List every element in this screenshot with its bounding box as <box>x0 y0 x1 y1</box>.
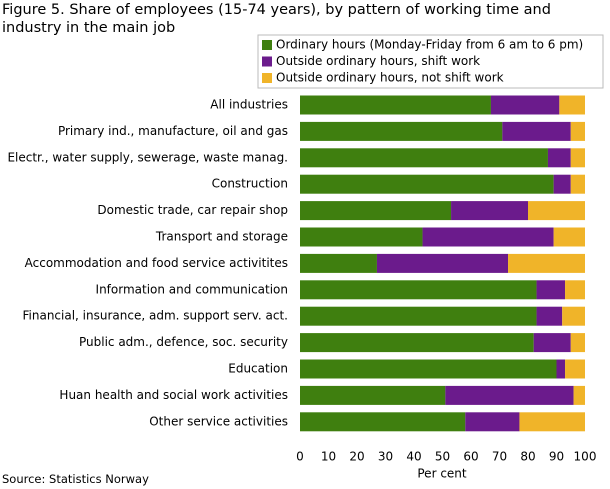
bar-segment <box>570 333 585 353</box>
bar-segment <box>445 385 574 405</box>
bar-segment <box>300 306 537 326</box>
x-axis-label: Per cent <box>417 467 467 481</box>
y-tick-label: Domestic trade, car repair shop <box>97 203 288 217</box>
y-tick-label: All industries <box>210 98 288 112</box>
bar-segment <box>300 359 557 379</box>
bar-segment <box>528 201 585 221</box>
x-tick-label: 90 <box>549 450 564 464</box>
legend-swatch <box>262 56 272 67</box>
bar-segment <box>565 359 585 379</box>
y-tick-label: Accommodation and food service activitit… <box>25 256 288 270</box>
bar-segment <box>547 148 571 168</box>
x-tick-label: 100 <box>574 450 597 464</box>
bar-segment <box>300 227 423 247</box>
x-tick-label: 20 <box>349 450 364 464</box>
bar-segment <box>300 253 377 273</box>
legend-swatch <box>262 40 272 50</box>
bar-segment <box>553 227 585 247</box>
y-tick-label: Information and communication <box>96 282 288 296</box>
x-tick-label: 30 <box>378 450 393 464</box>
x-tick-label: 70 <box>492 450 507 464</box>
y-tick-label: Construction <box>212 177 288 191</box>
y-tick-label: Financial, insurance, adm. support serv.… <box>23 309 289 323</box>
y-tick-label: Huan health and social work activities <box>59 388 288 402</box>
bar-segment <box>300 174 554 194</box>
x-tick-label: 50 <box>435 450 450 464</box>
bar-segment <box>300 95 491 115</box>
x-tick-label: 80 <box>520 450 535 464</box>
bar-segment <box>533 333 571 353</box>
y-tick-label: Public adm., defence, soc. security <box>79 335 288 349</box>
y-tick-label: Other service activities <box>149 414 288 428</box>
bar-segment <box>376 253 509 273</box>
legend-label: Ordinary hours (Monday-Friday from 6 am … <box>276 38 583 52</box>
bar-segment <box>570 174 585 194</box>
bar-segment <box>570 121 585 141</box>
bar-segment <box>556 359 566 379</box>
bar-segment <box>559 95 585 115</box>
bar-segment <box>300 333 534 353</box>
source: Source: Statistics Norway <box>2 472 149 486</box>
y-tick-label: Education <box>228 362 288 376</box>
bar-segment <box>573 385 585 405</box>
y-tick-label: Primary ind., manufacture, oil and gas <box>58 124 288 138</box>
x-tick-label: 60 <box>463 450 478 464</box>
legend-swatch <box>262 73 272 83</box>
bar-segment <box>562 306 585 326</box>
y-tick-label: Transport and storage <box>155 230 288 244</box>
y-tick-label: Electr., water supply, sewerage, waste m… <box>7 150 288 164</box>
chart-title: Figure 5. Share of employees (15-74 year… <box>2 2 551 36</box>
bar-segment <box>300 121 503 141</box>
bar-segment <box>300 280 537 300</box>
bar-segment <box>422 227 554 247</box>
bar-segment <box>490 95 560 115</box>
x-tick-label: 10 <box>321 450 336 464</box>
bar-segment <box>519 412 585 432</box>
x-tick-label: 0 <box>296 450 304 464</box>
bar-segment <box>502 121 571 141</box>
bar-segment <box>570 148 585 168</box>
bar-segment <box>536 280 566 300</box>
legend-label: Outside ordinary hours, shift work <box>276 54 480 68</box>
bar-segment <box>300 412 466 432</box>
bar-segment <box>300 148 548 168</box>
legend-label: Outside ordinary hours, not shift work <box>276 71 504 85</box>
bar-segment <box>465 412 520 432</box>
x-tick-label: 40 <box>406 450 421 464</box>
bar-segment <box>565 280 585 300</box>
bar-segment <box>553 174 571 194</box>
bar-segment <box>300 201 452 221</box>
bar-segment <box>536 306 563 326</box>
bar-segment <box>508 253 585 273</box>
bar-segment <box>300 385 446 405</box>
bar-segment <box>451 201 528 221</box>
legend-box <box>257 34 604 89</box>
